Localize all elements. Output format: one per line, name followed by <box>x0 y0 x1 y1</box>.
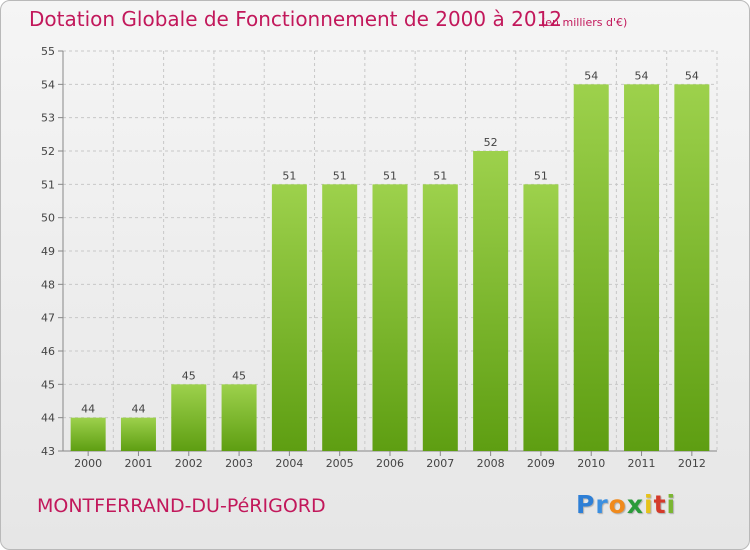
x-tick-label: 2008 <box>477 457 505 470</box>
bar-2008 <box>473 151 509 451</box>
proxiti-logo: Proxiti <box>576 490 677 519</box>
y-tick-label: 50 <box>41 212 55 225</box>
x-tick-label: 2007 <box>426 457 454 470</box>
data-label-2007: 51 <box>433 169 447 182</box>
y-tick-label: 47 <box>41 312 55 325</box>
bars <box>70 84 710 452</box>
bar-2004 <box>271 184 307 452</box>
x-tick-label: 2009 <box>527 457 555 470</box>
x-tick-label: 2004 <box>275 457 303 470</box>
x-tick-label: 2002 <box>175 457 203 470</box>
data-label-2004: 51 <box>282 169 296 182</box>
x-tick-label: 2000 <box>74 457 102 470</box>
bar-2007 <box>422 184 458 452</box>
x-tick-label: 2010 <box>577 457 605 470</box>
data-label-2008: 52 <box>484 136 498 149</box>
data-label-2009: 51 <box>534 169 548 182</box>
data-label-2003: 45 <box>232 369 246 382</box>
data-labels: 44 44 45 45 51 51 51 51 52 51 54 54 54 <box>81 69 699 415</box>
bar-2010 <box>573 84 609 451</box>
data-label-2002: 45 <box>182 369 196 382</box>
data-label-2011: 54 <box>635 69 649 82</box>
chart-title: Dotation Globale de Fonctionnement de 20… <box>29 7 562 31</box>
y-tick-label: 49 <box>41 245 55 258</box>
y-tick-label: 55 <box>41 45 55 58</box>
bar-2005 <box>322 184 358 452</box>
data-label-2005: 51 <box>333 169 347 182</box>
data-label-2012: 54 <box>685 69 699 82</box>
bar-2002 <box>171 384 207 451</box>
commune-name: MONTFERRAND-DU-PéRIGORD <box>37 495 326 517</box>
x-tick-label: 2001 <box>124 457 152 470</box>
data-label-2000: 44 <box>81 403 95 416</box>
y-tick-label: 45 <box>41 378 55 391</box>
tick-labels: 43 44 45 46 47 48 49 50 51 52 53 54 55 2000 2001 2002 20… <box>41 45 706 470</box>
y-tick-label: 51 <box>41 178 55 191</box>
bar-2003 <box>221 384 257 451</box>
y-tick-label: 43 <box>41 445 55 458</box>
y-tick-label: 44 <box>41 412 55 425</box>
bar-2006 <box>372 184 408 452</box>
x-tick-label: 2012 <box>678 457 706 470</box>
x-tick-label: 2005 <box>326 457 354 470</box>
x-tick-label: 2006 <box>376 457 404 470</box>
bar-2012 <box>674 84 710 451</box>
y-tick-label: 54 <box>41 78 55 91</box>
bar-2000 <box>70 417 106 451</box>
data-label-2006: 51 <box>383 169 397 182</box>
x-tick-label: 2011 <box>628 457 656 470</box>
bar-2011 <box>624 84 660 451</box>
x-tick-label: 2003 <box>225 457 253 470</box>
y-tick-label: 48 <box>41 278 55 291</box>
bar-2009 <box>523 184 559 452</box>
y-tick-label: 52 <box>41 145 55 158</box>
y-tick-label: 53 <box>41 112 55 125</box>
unit-note: (en milliers d'€) <box>541 16 628 29</box>
bar-2001 <box>120 417 156 451</box>
data-label-2010: 54 <box>584 69 598 82</box>
data-label-2001: 44 <box>131 403 145 416</box>
y-tick-label: 46 <box>41 345 55 358</box>
